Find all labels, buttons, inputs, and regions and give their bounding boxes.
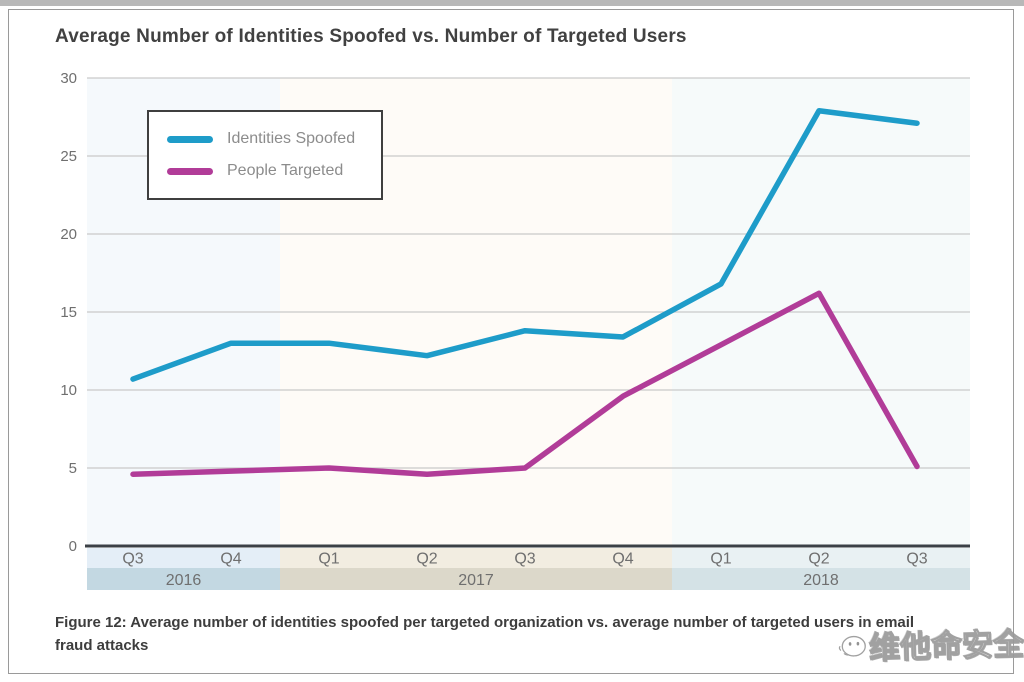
x-tick-label-8: Q3 <box>906 551 927 568</box>
people-targeted-swatch <box>167 167 213 175</box>
series-line-identities-spoofed <box>130 108 920 382</box>
quarter-row-band-2017 <box>280 548 672 568</box>
quarter-row-band-2018 <box>672 548 970 568</box>
year-row-band-2018 <box>672 568 970 590</box>
top-edge-strip <box>0 0 1024 6</box>
year-label-2018: 2018 <box>803 572 839 589</box>
x-tick-label-5: Q4 <box>612 551 633 568</box>
year-row-band-2017 <box>280 568 672 590</box>
y-tick-label-5: 5 <box>69 460 77 477</box>
legend-label: People Targeted <box>227 162 344 179</box>
year-row-band-2016 <box>87 568 280 590</box>
figure-caption: Figure 12: Average number of identities … <box>55 614 915 654</box>
x-tick-label-3: Q2 <box>416 551 437 568</box>
y-tick-label-25: 25 <box>60 148 77 165</box>
series-line-people-targeted <box>130 290 920 477</box>
x-tick-label-7: Q2 <box>808 551 829 568</box>
quarter-row-band-2016 <box>87 548 280 568</box>
y-tick-label-20: 20 <box>60 226 77 243</box>
legend-item-identities-spoofed: Identities Spoofed <box>167 130 381 148</box>
chart-legend: Identities Spoofed People Targeted <box>147 110 383 200</box>
y-tick-label-10: 10 <box>60 382 77 399</box>
y-tick-label-0: 0 <box>69 538 77 555</box>
legend-item-people-targeted: People Targeted <box>167 162 381 180</box>
y-tick-label-30: 30 <box>60 70 77 87</box>
x-tick-label-1: Q4 <box>220 551 241 568</box>
watermark: 维他命安全 <box>837 613 1024 674</box>
x-tick-label-0: Q3 <box>122 551 143 568</box>
identities-spoofed-swatch <box>167 135 213 143</box>
year-label-2017: 2017 <box>458 572 494 589</box>
chat-face-logo-icon <box>838 635 866 657</box>
x-tick-label-4: Q3 <box>514 551 535 568</box>
x-tick-label-2: Q1 <box>318 551 339 568</box>
x-tick-label-6: Q1 <box>710 551 731 568</box>
y-tick-label-15: 15 <box>60 304 77 321</box>
chart-title: Average Number of Identities Spoofed vs.… <box>55 26 687 47</box>
watermark-text: 维他命安全 <box>868 625 1024 666</box>
legend-label: Identities Spoofed <box>227 130 356 147</box>
year-label-2016: 2016 <box>166 572 202 589</box>
